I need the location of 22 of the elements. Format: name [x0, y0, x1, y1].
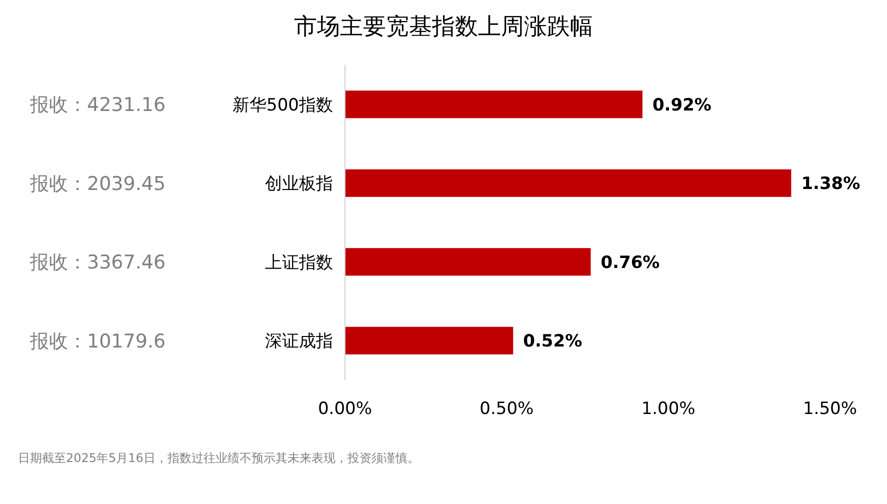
bar: [345, 90, 642, 118]
x-tick-label: 0.50%: [480, 398, 534, 419]
data-label: 0.92%: [652, 95, 712, 116]
y-tick-label: 深证成指: [265, 332, 333, 352]
text: 报收：4231.16: [29, 94, 166, 116]
data-label: 0.52%: [523, 332, 582, 352]
text: 报收：10179.6: [29, 330, 166, 352]
text: 报收：2039.45: [29, 172, 166, 195]
data-label: 1.38%: [801, 174, 860, 194]
bar: [345, 169, 792, 197]
chart-title: 市场主要宽基指数上周涨跌幅: [294, 14, 593, 40]
y-tick-label: 新华500指数: [232, 95, 333, 116]
text: 报收：3367.46: [29, 252, 166, 274]
bar: [345, 326, 514, 354]
text: 日期截至2025年5月16日，指数过往业绩不预示其未来表现，投资须谨慎。: [18, 451, 420, 466]
x-tick-label: 0.00%: [318, 398, 372, 419]
y-tick-label: 创业板指: [265, 174, 333, 194]
x-tick-label: 1.00%: [641, 398, 696, 419]
bar: [345, 248, 591, 276]
data-label: 0.76%: [600, 252, 660, 273]
x-tick-label: 1.50%: [802, 398, 858, 419]
y-tick-label: 上证指数: [265, 252, 333, 273]
